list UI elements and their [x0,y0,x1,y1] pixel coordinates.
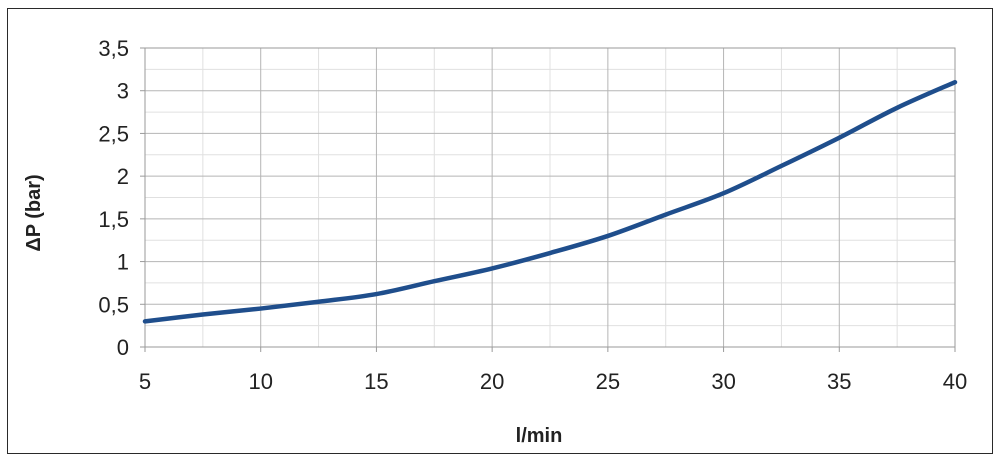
y-tick-label: 3 [117,79,129,104]
y-tick-label: 2 [117,164,129,189]
grid-layer [144,47,956,348]
y-tick-label: 2,5 [98,121,129,146]
x-tick-label: 40 [943,369,967,394]
tick-label-layer: 5 10 15 20 25 30 35 40 0 0,5 1 1,5 2 2,5 3 3,5 [98,36,967,394]
series-line [142,79,958,324]
y-tick-label: 0 [117,335,129,360]
y-tick-label: 0,5 [98,292,129,317]
series-layer [142,79,958,324]
x-tick-label: 20 [480,369,504,394]
chart-frame [7,8,993,454]
y-axis-title: ΔP (bar) [23,174,45,251]
y-tick-label: 3,5 [98,36,129,61]
x-tick-label: 10 [248,369,272,394]
plot-area-border [144,47,956,348]
x-tick-label: 15 [364,369,388,394]
y-tick-label: 1 [117,250,129,275]
x-tick-label: 25 [596,369,620,394]
axis-layer [140,47,956,352]
x-tick-label: 35 [827,369,851,394]
x-tick-label: 5 [139,369,151,394]
y-tick-label: 1,5 [98,207,129,232]
x-axis-title: l/min [516,425,563,447]
x-tick-label: 30 [711,369,735,394]
